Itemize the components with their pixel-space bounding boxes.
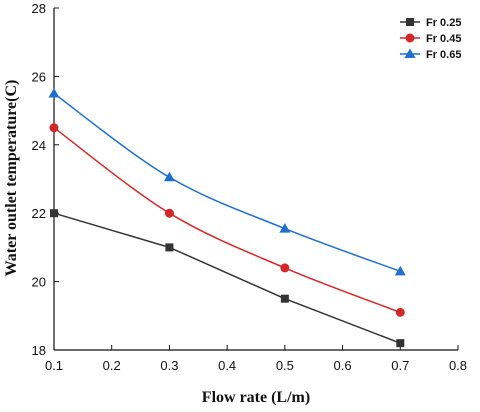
x-tick-label: 0.4 (218, 358, 236, 373)
x-tick-label: 0.2 (103, 358, 121, 373)
legend-marker-1 (406, 18, 414, 26)
series-2-point (49, 123, 59, 133)
y-ticks: 18 20 22 24 26 28 (32, 1, 59, 358)
series-2-point (395, 307, 405, 317)
series-3-point (279, 223, 291, 233)
series-layer (48, 88, 406, 348)
y-tick-label: 22 (32, 206, 46, 221)
x-tick-label: 0.7 (391, 358, 409, 373)
y-tick-label: 26 (32, 69, 46, 84)
x-tick-label: 0.3 (160, 358, 178, 373)
legend: Fr 0.25 Fr 0.45 Fr 0.65 (400, 17, 461, 61)
series-1-point (396, 339, 405, 348)
y-tick-label: 28 (32, 1, 46, 16)
legend-label-3: Fr 0.65 (426, 49, 461, 61)
series-3-point (163, 171, 175, 182)
plot-frame (53, 8, 458, 351)
x-ticks: 0.1 0.2 0.3 0.4 0.5 0.6 0.7 0.8 (45, 345, 467, 373)
series-line-2 (53, 127, 401, 314)
x-axis-title: Flow rate (L/m) (202, 389, 310, 406)
y-tick-label: 20 (32, 275, 46, 290)
x-tick-label: 0.1 (45, 358, 63, 373)
legend-marker-3 (404, 48, 416, 58)
legend-marker-2 (405, 33, 415, 43)
series-2-point (164, 208, 174, 218)
series-1-point (165, 243, 174, 252)
series-line-1 (53, 212, 401, 344)
x-tick-label: 0.8 (449, 358, 467, 373)
series-1-point (50, 209, 58, 218)
x-tick-label: 0.6 (334, 358, 352, 373)
y-axis-title: Water outlet temperature(C) (3, 80, 20, 277)
series-line-3 (53, 92, 401, 273)
series-3-point (48, 88, 60, 98)
legend-label-2: Fr 0.45 (426, 33, 461, 45)
y-tick-label: 18 (32, 343, 46, 358)
x-tick-label: 0.5 (276, 358, 294, 373)
series-2-point (280, 263, 290, 273)
series-1-point (280, 294, 289, 303)
y-tick-label: 24 (32, 138, 46, 153)
series-3-point (394, 265, 406, 276)
legend-label-1: Fr 0.25 (426, 17, 461, 29)
